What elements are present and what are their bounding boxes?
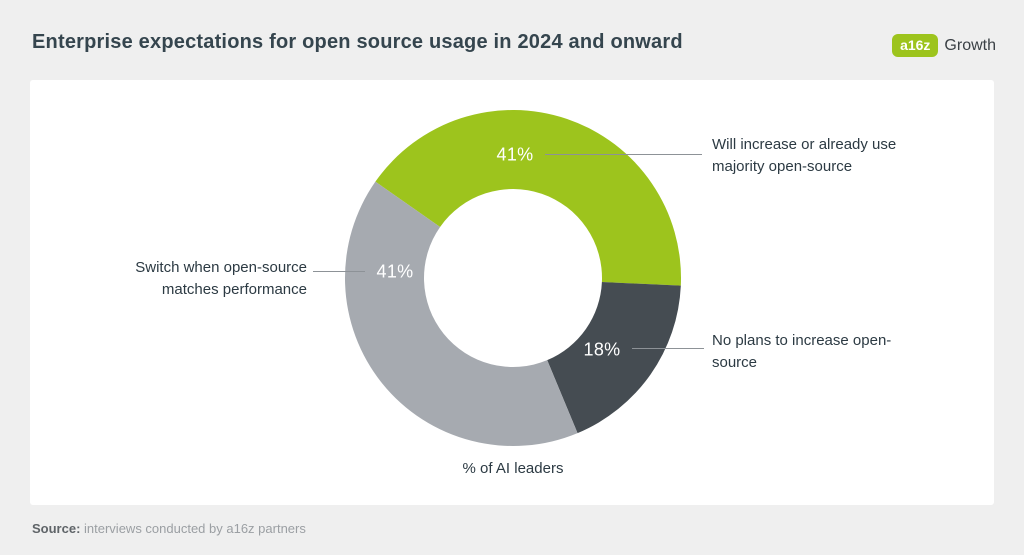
segment-value-dark: 18% [583, 339, 621, 360]
donut-segment [547, 282, 681, 434]
chart-card: 41% 18% 41% Will increase or already use… [30, 80, 994, 505]
donut-segment [344, 181, 578, 447]
donut-segment [375, 109, 682, 286]
logo-wordmark: Growth [944, 36, 996, 54]
donut-chart-container [343, 108, 683, 448]
page-title: Enterprise expectations for open source … [32, 31, 683, 53]
leader-line-gray [313, 271, 365, 272]
leader-line-green [545, 154, 702, 155]
segment-label-dark: No plans to increase open-source [712, 332, 892, 371]
donut-chart [344, 109, 682, 447]
a16z-growth-logo: a16z Growth [892, 34, 996, 57]
source-note: Source: interviews conducted by a16z par… [32, 521, 306, 536]
segment-value-gray: 41% [376, 261, 414, 282]
a16z-logo-mark: a16z [892, 34, 939, 57]
segment-label-green: Will increase or already use majority op… [712, 136, 897, 175]
chart-caption: % of AI leaders [462, 460, 564, 477]
source-label: Source: [32, 521, 81, 536]
segment-value-green: 41% [496, 144, 534, 165]
leader-line-dark [632, 348, 704, 349]
segment-label-gray: Switch when open-source matches performa… [135, 259, 307, 298]
source-text: interviews conducted by a16z partners [80, 521, 306, 536]
